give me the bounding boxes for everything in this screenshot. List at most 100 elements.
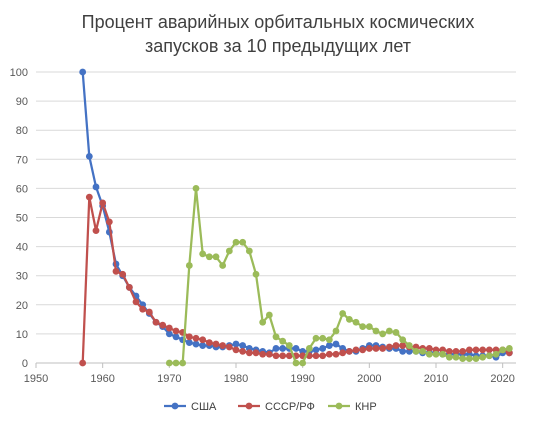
data-point (205, 253, 213, 261)
data-point (399, 336, 407, 344)
y-tick-label: 70 (16, 154, 28, 166)
data-point (292, 345, 300, 352)
data-point (439, 350, 447, 358)
data-point (285, 342, 293, 349)
x-tick-label: 1970 (157, 373, 181, 385)
data-point (339, 310, 347, 317)
data-point (159, 321, 167, 329)
x-tick-label: 1950 (24, 373, 48, 385)
data-point (165, 330, 173, 338)
data-point (299, 359, 307, 367)
data-point (405, 342, 413, 349)
y-tick-label: 90 (16, 96, 28, 108)
series-line-1 (81, 195, 510, 364)
data-point (319, 334, 327, 342)
data-point (452, 353, 460, 361)
chart-title: Процент аварийных орбитальных космически… (0, 10, 556, 58)
data-point (245, 349, 253, 357)
data-point (312, 346, 320, 354)
x-tick-label: 1990 (290, 373, 314, 385)
y-axis-tick-labels: 0 10 20 30 40 50 60 70 80 90 100 (10, 67, 28, 370)
data-point (172, 333, 180, 341)
data-point (125, 283, 133, 291)
data-point (272, 352, 280, 360)
y-tick-label: 40 (16, 242, 28, 254)
data-point (492, 350, 500, 358)
y-tick-label: 10 (16, 329, 28, 341)
data-point (219, 342, 227, 349)
data-point (79, 68, 87, 76)
data-point (99, 199, 107, 207)
data-point (239, 342, 247, 349)
data-point (392, 329, 400, 336)
data-point (305, 345, 313, 352)
data-point (379, 345, 387, 352)
data-point (332, 340, 340, 348)
x-tick-label: 2020 (490, 373, 514, 385)
data-point (185, 333, 193, 341)
data-point (445, 347, 453, 355)
data-point (199, 336, 207, 344)
data-point (225, 247, 233, 255)
data-point (112, 267, 120, 275)
data-point (279, 352, 287, 360)
data-point (172, 327, 180, 335)
data-point (372, 345, 380, 352)
data-point (312, 334, 320, 342)
data-point (452, 347, 460, 355)
data-point (119, 270, 127, 278)
series-0 (79, 68, 513, 361)
data-point (152, 318, 160, 326)
data-point (139, 305, 147, 313)
legend-swatch-marker (171, 402, 179, 410)
data-point (359, 346, 367, 354)
data-point (425, 345, 433, 352)
legend-swatch-marker (245, 402, 253, 410)
series-2 (165, 185, 513, 367)
data-point (419, 347, 427, 355)
data-series (79, 68, 513, 367)
data-point (359, 323, 367, 331)
legend-swatch-marker (335, 402, 343, 410)
data-point (445, 353, 453, 361)
data-point (332, 350, 340, 358)
data-point (205, 339, 213, 347)
data-point (165, 324, 173, 332)
x-tick-label: 2010 (424, 373, 448, 385)
data-point (345, 347, 353, 355)
legend-item-1: СССР/РФ (238, 401, 315, 413)
chart-title-line-1: Процент аварийных орбитальных космически… (81, 12, 475, 32)
data-point (252, 270, 260, 278)
data-point (219, 262, 227, 269)
data-point (265, 350, 273, 358)
legend-label: США (191, 401, 217, 413)
y-tick-label: 80 (16, 125, 28, 137)
data-point (145, 308, 153, 316)
data-point (412, 347, 420, 355)
data-point (319, 345, 327, 352)
data-point (479, 353, 487, 361)
data-point (245, 247, 253, 255)
data-point (465, 355, 473, 363)
data-point (172, 359, 180, 367)
data-point (212, 340, 220, 348)
legend-label: КНР (355, 401, 377, 413)
data-point (399, 347, 407, 355)
data-point (485, 346, 493, 354)
data-point (312, 352, 320, 360)
data-point (279, 337, 287, 345)
data-point (92, 227, 100, 234)
data-point (105, 218, 113, 226)
data-point (465, 346, 473, 354)
y-tick-label: 50 (16, 213, 28, 225)
data-point (85, 152, 93, 160)
data-point (199, 342, 207, 349)
data-point (252, 349, 260, 357)
data-point (472, 355, 480, 363)
data-point (385, 343, 393, 351)
data-point (212, 253, 220, 261)
y-tick-label: 100 (10, 67, 28, 79)
data-point (365, 345, 373, 352)
data-point (319, 352, 327, 360)
